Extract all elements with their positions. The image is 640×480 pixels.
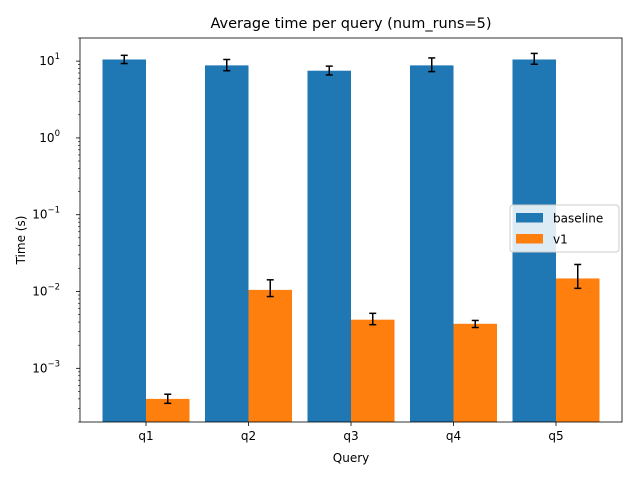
error-bar-baseline-q5 [530, 52, 538, 66]
bar-v1-q5 [556, 278, 600, 422]
legend-label-baseline: baseline [553, 212, 603, 226]
x-tick-label-q5: q5 [548, 429, 563, 443]
error-bar-baseline-q4 [428, 57, 436, 73]
error-bar-baseline-q3 [325, 65, 333, 76]
bar-v1-q1 [146, 398, 190, 422]
plot-frame [79, 37, 623, 423]
x-axis-title: Query [333, 451, 369, 465]
bar-v1-q3 [351, 319, 395, 422]
chart-title: Average time per query (num_runs=5) [210, 16, 491, 32]
x-tick-label-q1: q1 [138, 429, 153, 443]
y-tick-label: 10−1 [32, 206, 60, 222]
error-bar-v1-q4 [471, 319, 479, 329]
x-tick-label-q3: q3 [343, 429, 358, 443]
x-tick-label-q4: q4 [446, 429, 461, 443]
bar-v1-q4 [453, 323, 497, 422]
y-axis-title: Time (s) [14, 216, 28, 266]
error-bar-v1-q3 [369, 312, 377, 326]
bar-baseline-q2 [205, 65, 249, 422]
y-tick-label: 100 [39, 129, 60, 145]
legend-swatch-baseline [516, 213, 543, 223]
legend-label-v1: v1 [553, 233, 568, 247]
legend-swatch-v1 [516, 234, 543, 244]
y-tick-label: 101 [39, 52, 60, 68]
error-bar-v1-q2 [266, 279, 274, 298]
error-bar-v1-q1 [164, 393, 172, 405]
bar-v1-q2 [248, 289, 292, 422]
error-bar-baseline-q2 [223, 58, 231, 72]
bar-baseline-q3 [307, 70, 351, 422]
error-bar-baseline-q1 [120, 54, 128, 65]
bar-baseline-q1 [102, 59, 146, 423]
y-tick-label: 10−2 [32, 283, 60, 299]
y-tick-label: 10−3 [32, 359, 60, 375]
error-bar-v1-q5 [574, 263, 582, 290]
bar-baseline-q4 [410, 65, 454, 422]
x-tick-label-q2: q2 [241, 429, 256, 443]
